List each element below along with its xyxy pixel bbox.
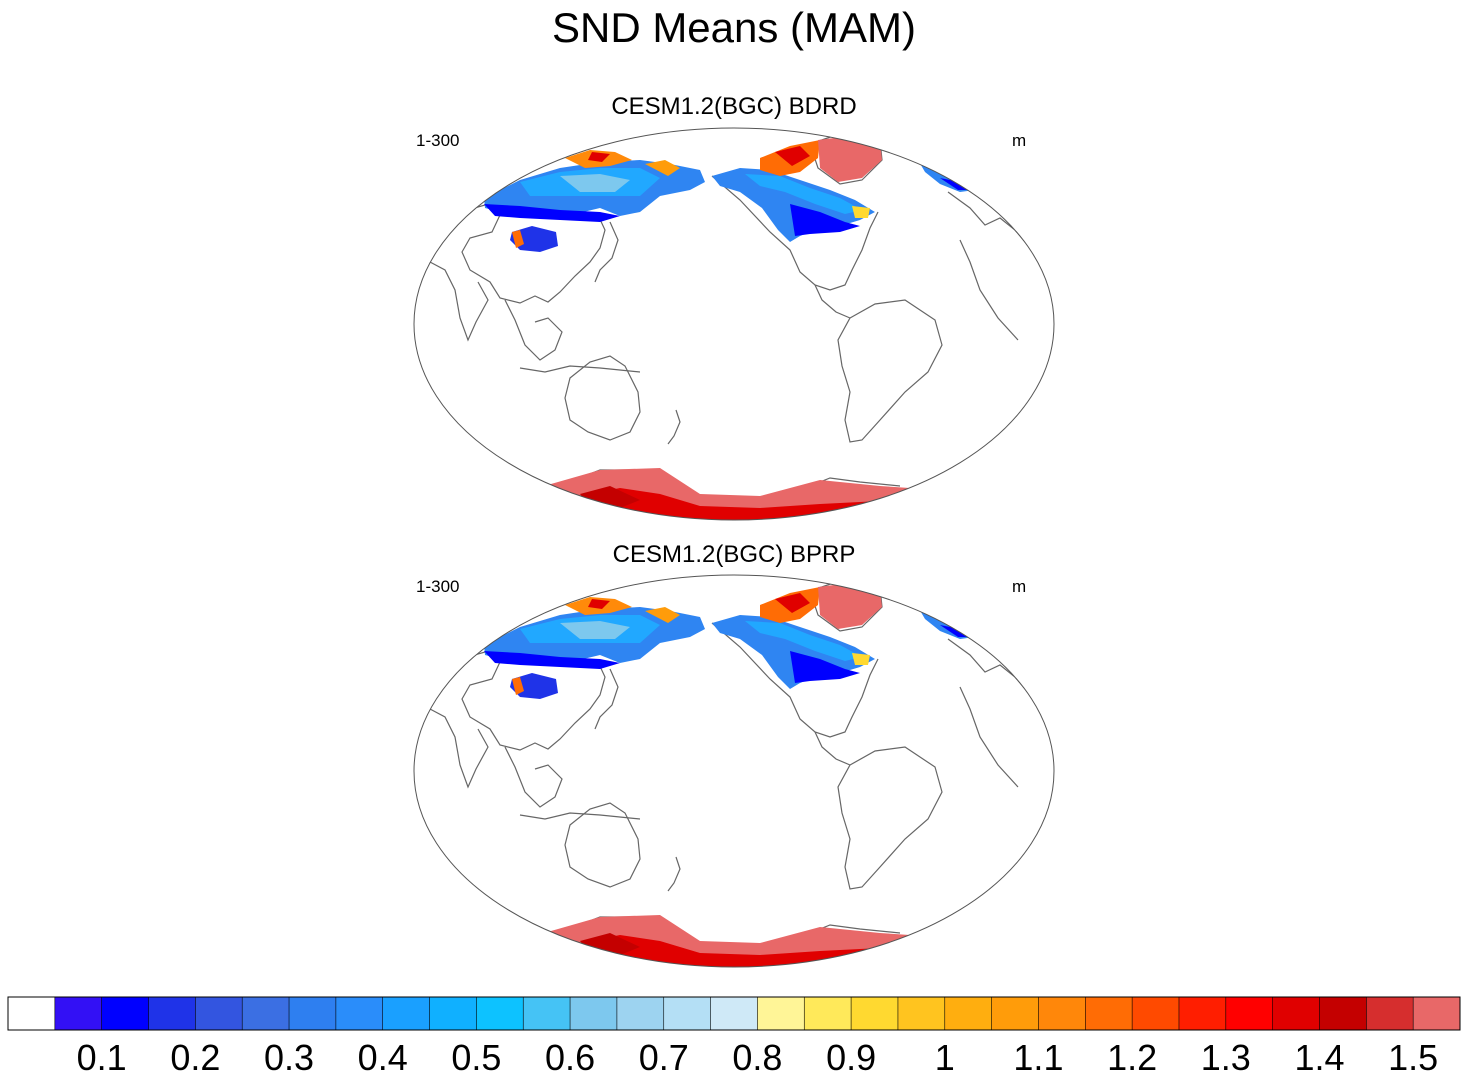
colorbar-bin <box>1038 997 1086 1030</box>
colorbar-bin <box>897 997 946 1030</box>
colorbar-bin <box>1178 997 1227 1030</box>
colorbar-bin <box>523 997 571 1030</box>
panel-1-left-label: 1-300 <box>416 131 460 150</box>
colorbar-bin <box>148 997 196 1030</box>
colorbar-bin <box>1413 997 1461 1030</box>
colorbar-bin <box>1225 997 1274 1030</box>
colorbar-tick-label: 1.2 <box>1107 1037 1158 1078</box>
panel-2-map <box>413 574 1055 968</box>
colorbar-bin <box>851 997 899 1030</box>
colorbar-bin <box>429 997 477 1030</box>
colorbar-bin <box>710 997 758 1030</box>
colorbar-tick-label: 0.7 <box>638 1037 689 1078</box>
colorbar-tick-label: 1.4 <box>1294 1037 1345 1078</box>
colorbar-tick-label: 1.3 <box>1200 1037 1251 1078</box>
colorbar-tick-label: 0.1 <box>76 1037 127 1078</box>
colorbar-bin <box>54 997 103 1030</box>
panel-2-left-label: 1-300 <box>416 577 460 596</box>
colorbar-tick-label: 1.5 <box>1388 1037 1439 1078</box>
colorbar-bin <box>195 997 243 1030</box>
colorbar-bin <box>335 997 384 1030</box>
colorbar-tick-label: 0.2 <box>170 1037 221 1078</box>
colorbar-bin <box>616 997 665 1030</box>
colorbar-bin <box>382 997 431 1030</box>
colorbar-tick-label: 1.1 <box>1013 1037 1064 1078</box>
panel-2-map-outline <box>413 574 1055 968</box>
panel-1-map-outline <box>413 127 1055 521</box>
colorbar-bin <box>570 997 618 1030</box>
panel-1-map <box>413 127 1055 521</box>
colorbar-tick-label: 1 <box>934 1037 955 1078</box>
colorbar-bin <box>1085 997 1133 1030</box>
colorbar-bin <box>1319 997 1367 1030</box>
colorbar-bin <box>1366 997 1414 1030</box>
colorbar-bin <box>242 997 290 1030</box>
colorbar <box>7 996 1461 1031</box>
panel-2-units-label: m <box>1012 577 1027 596</box>
colorbar-bin <box>8 997 56 1030</box>
colorbar-bin <box>101 997 150 1030</box>
panel-2-title: CESM1.2(BGC) BPRP <box>612 541 856 568</box>
colorbar-frame <box>7 996 1461 1031</box>
colorbar-bin <box>1132 997 1180 1030</box>
colorbar-tick-label: 0.3 <box>264 1037 315 1078</box>
panel-1-title: CESM1.2(BGC) BDRD <box>611 93 857 120</box>
colorbar-bin <box>804 997 852 1030</box>
colorbar-tick-label: 0.4 <box>357 1037 408 1078</box>
colorbar-bin <box>1272 997 1320 1030</box>
colorbar-tick-label: 0.5 <box>451 1037 502 1078</box>
colorbar-bin <box>289 997 337 1030</box>
figure-title: SND Means (MAM) <box>551 4 917 51</box>
colorbar-bin <box>663 997 712 1030</box>
colorbar-bin <box>757 997 805 1030</box>
colorbar-tick-label: 0.8 <box>732 1037 783 1078</box>
colorbar-tick-label: 0.6 <box>545 1037 596 1078</box>
colorbar-bin <box>991 997 1039 1030</box>
colorbar-tick-label: 0.9 <box>826 1037 877 1078</box>
panel-1-units-label: m <box>1012 131 1027 150</box>
colorbar-bin <box>476 997 524 1030</box>
colorbar-bin <box>944 997 993 1030</box>
